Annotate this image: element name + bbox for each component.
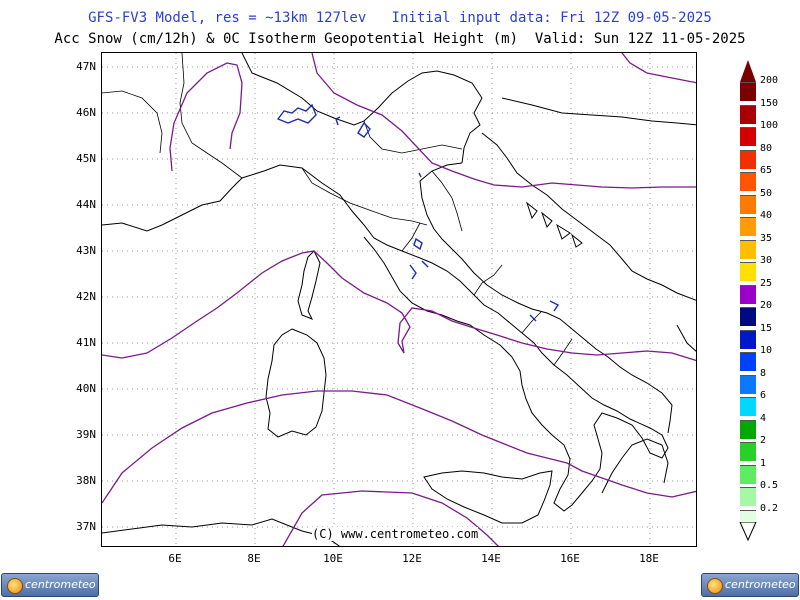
- legend-swatch: [740, 487, 756, 506]
- legend-top-arrow: [740, 60, 756, 82]
- color-legend: 200 150 100 80 65 50 40 35 30 25 20 15 10 8 6 4 2 1 0.5 0.2: [738, 60, 800, 550]
- legend-swatch: [740, 397, 756, 416]
- lat-label: 47N: [76, 60, 96, 73]
- lat-label: 42N: [76, 290, 96, 303]
- lat-label: 46N: [76, 106, 96, 119]
- model-title: GFS-FV3 Model, res = ~13km 127lev Initia…: [88, 10, 712, 26]
- legend-swatch: [740, 464, 756, 484]
- legend-swatch: [740, 374, 756, 394]
- lon-label: 8E: [247, 552, 261, 565]
- legend-label: 10: [760, 345, 773, 356]
- legend-swatch: [740, 172, 756, 191]
- logo-icon: [707, 578, 723, 594]
- legend-label: 80: [760, 142, 773, 154]
- legend-swatch: [740, 284, 756, 304]
- lat-label: 45N: [76, 152, 96, 165]
- lon-label: 16E: [560, 552, 580, 565]
- map-frame: [101, 52, 697, 547]
- legend-label: 25: [760, 277, 773, 289]
- legend-swatch: [740, 329, 756, 349]
- lat-label: 38N: [76, 474, 96, 487]
- legend-label: 40: [760, 210, 773, 221]
- centrometeo-logo-left: centrometeo: [1, 573, 99, 597]
- legend-bottom-arrow: [739, 522, 757, 542]
- copyright-text: (C) www.centrometeo.com: [312, 527, 479, 541]
- legend-label: 150: [760, 97, 779, 109]
- legend-swatch: [740, 352, 756, 371]
- legend-swatch: [740, 239, 756, 259]
- legend-swatch: [740, 419, 756, 439]
- legend-label: 200: [760, 75, 779, 86]
- legend-label: 30: [760, 255, 773, 266]
- legend-label: 20: [760, 300, 773, 311]
- lat-label: 44N: [76, 198, 96, 211]
- lon-label: 14E: [481, 552, 501, 565]
- legend-label: 15: [760, 322, 773, 334]
- lat-label: 39N: [76, 428, 96, 441]
- legend-swatch: [740, 82, 756, 101]
- legend-swatch: [740, 127, 756, 146]
- regional-borders: [102, 53, 573, 366]
- legend-label: 0.2: [760, 502, 779, 514]
- legend-label: 35: [760, 232, 773, 244]
- legend-label: 8: [760, 367, 767, 379]
- snow-contours: [276, 103, 560, 322]
- lon-label: 10E: [323, 552, 343, 565]
- legend-swatch: [740, 307, 756, 326]
- field-title: Acc Snow (cm/12h) & 0C Isotherm Geopoten…: [54, 31, 746, 47]
- map-svg: [102, 53, 696, 546]
- lat-label: 41N: [76, 336, 96, 349]
- centrometeo-logo-right: centrometeo: [701, 573, 799, 597]
- legend-swatch: [740, 262, 756, 281]
- coastlines: [102, 53, 696, 546]
- legend-label: 2: [760, 435, 767, 446]
- legend-label: 100: [760, 120, 779, 131]
- legend-label: 50: [760, 187, 773, 199]
- legend-swatch: [740, 442, 756, 461]
- legend-swatch: [740, 149, 756, 169]
- lat-lon-grid: [102, 53, 696, 546]
- lat-label: 37N: [76, 520, 96, 533]
- isotherm-contours: [102, 53, 696, 546]
- logo-icon: [7, 578, 23, 594]
- lat-label: 40N: [76, 382, 96, 395]
- legend-label: 1: [760, 457, 767, 469]
- legend-label: 0.5: [760, 480, 779, 491]
- legend-label: 4: [760, 412, 767, 424]
- lon-label: 12E: [402, 552, 422, 565]
- legend-label: 65: [760, 165, 773, 176]
- lon-label: 18E: [639, 552, 659, 565]
- legend-swatch: [740, 104, 756, 124]
- legend-swatch: [740, 217, 756, 236]
- legend-swatch: [740, 194, 756, 214]
- lat-label: 43N: [76, 244, 96, 257]
- lon-label: 6E: [168, 552, 182, 565]
- legend-label: 6: [760, 390, 767, 401]
